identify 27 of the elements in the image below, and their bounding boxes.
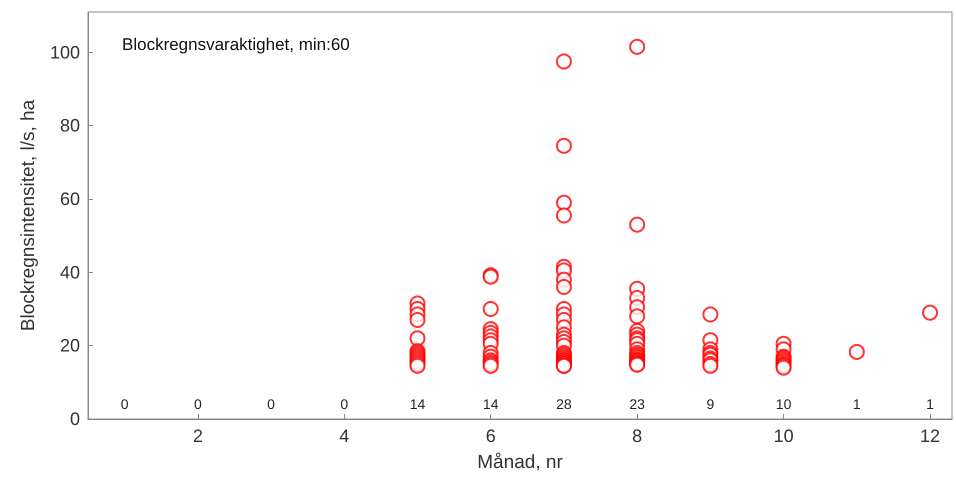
annotation: 14	[482, 396, 499, 412]
x-tick-label: 10	[774, 426, 794, 446]
y-axis-title: Blockregnsintensitet, l/s, ha	[18, 99, 39, 332]
annotation: 23	[629, 396, 646, 412]
y-tick-label: 100	[50, 42, 80, 62]
x-tick-label: 2	[192, 426, 203, 446]
x-tick-label: 12	[920, 426, 940, 446]
annotation: Blockregnsvaraktighet, min:60	[122, 35, 350, 54]
annotation: 14	[410, 396, 426, 412]
annotation: 10	[776, 396, 792, 412]
y-tick-label: 20	[60, 336, 80, 356]
y-tick-label: 40	[60, 262, 80, 282]
x-tick-label: 6	[486, 426, 496, 446]
y-tick-label: 60	[60, 189, 80, 209]
annotation: 0	[194, 396, 202, 412]
annotation: 28	[556, 396, 572, 412]
annotation: 9	[706, 396, 714, 412]
annotation: 0	[267, 396, 276, 412]
annotation: 0	[120, 396, 129, 412]
annotation: 1	[926, 396, 934, 412]
x-tick-label: 8	[632, 426, 642, 446]
x-axis-title: Månad, nr	[477, 452, 564, 473]
y-tick-label: 80	[60, 116, 80, 136]
annotation: 1	[852, 396, 861, 412]
x-tick-label: 4	[339, 426, 350, 446]
y-tick-label: 0	[70, 409, 80, 429]
annotation: 0	[340, 396, 348, 412]
